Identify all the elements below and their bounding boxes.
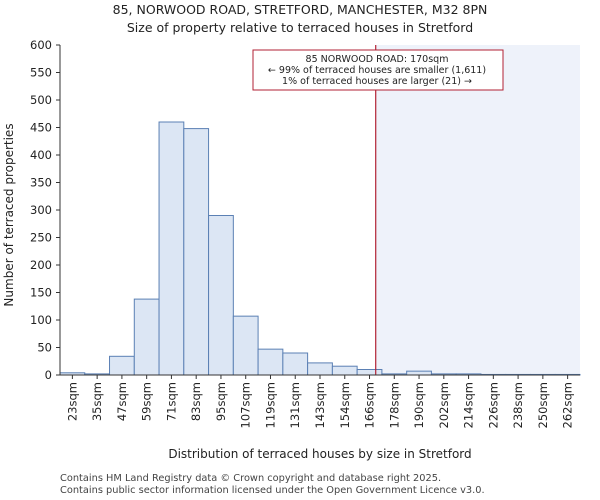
x-tick-label: 59sqm <box>140 382 154 421</box>
bar-143sqm <box>307 362 333 376</box>
annotation-line-2: ← 99% of terraced houses are smaller (1,… <box>268 65 486 76</box>
y-tick-label: 300 <box>30 203 52 217</box>
x-tick-label: 71sqm <box>164 382 178 421</box>
bar-190sqm <box>406 370 432 376</box>
y-tick-label: 550 <box>30 66 52 80</box>
x-tick-label: 131sqm <box>288 382 302 428</box>
footer-line-2: Contains public sector information licen… <box>60 485 485 496</box>
x-tick-label: 83sqm <box>189 382 203 421</box>
bar-166sqm <box>356 369 383 376</box>
bar-95sqm <box>208 215 234 376</box>
bar-154sqm <box>331 365 358 376</box>
x-tick-label: 166sqm <box>363 382 377 428</box>
y-tick-label: 350 <box>30 176 52 190</box>
annotation-line-3: 1% of terraced houses are larger (21) → <box>282 76 472 87</box>
x-tick-label: 226sqm <box>486 382 500 428</box>
bar-59sqm <box>133 298 160 376</box>
y-tick-label: 200 <box>30 258 52 272</box>
y-tick-label: 400 <box>30 148 52 162</box>
bar-119sqm <box>257 348 284 376</box>
x-tick-label: 250sqm <box>536 382 550 428</box>
x-tick-label: 35sqm <box>90 382 104 421</box>
bar-47sqm <box>109 355 135 376</box>
bar-131sqm <box>282 352 309 376</box>
footer-line-1: Contains HM Land Registry data © Crown c… <box>60 473 441 484</box>
x-axis-label: Distribution of terraced houses by size … <box>168 447 471 461</box>
x-tick-label: 143sqm <box>313 382 327 428</box>
y-axis-label: Number of terraced properties <box>2 123 16 306</box>
x-tick-label: 95sqm <box>214 382 228 421</box>
x-tick-label: 107sqm <box>239 382 253 428</box>
bar-71sqm <box>158 121 185 376</box>
x-tick-label: 47sqm <box>115 382 129 421</box>
larger-region-shade <box>375 45 580 375</box>
y-tick-label: 150 <box>30 286 52 300</box>
y-tick-label: 600 <box>30 38 52 52</box>
y-tick-label: 500 <box>30 93 52 107</box>
x-axis: 23sqm 35sqm 47sqm 59sqm 71sqm 83sqm 95sqm 107sq… <box>60 374 580 428</box>
bar-107sqm <box>232 315 259 376</box>
annotation-line-1: 85 NORWOOD ROAD: 170sqm <box>306 54 449 65</box>
chart-subtitle: Size of property relative to terraced ho… <box>127 20 473 35</box>
y-tick-label: 100 <box>30 313 52 327</box>
x-tick-label: 23sqm <box>65 382 79 421</box>
y-tick-label: 450 <box>30 121 52 135</box>
x-tick-label: 214sqm <box>462 382 476 428</box>
bar-83sqm <box>183 128 210 376</box>
x-tick-label: 238sqm <box>511 382 525 428</box>
y-tick-label: 50 <box>37 341 52 355</box>
x-tick-label: 119sqm <box>263 382 277 428</box>
x-tick-label: 262sqm <box>561 382 575 428</box>
chart-title: 85, NORWOOD ROAD, STRETFORD, MANCHESTER,… <box>113 2 488 17</box>
x-tick-label: 190sqm <box>412 382 426 428</box>
x-tick-label: 178sqm <box>387 382 401 428</box>
x-tick-label: 154sqm <box>338 382 352 428</box>
y-tick-label: 250 <box>30 231 52 245</box>
y-tick-label: 0 <box>45 368 52 382</box>
y-axis: 0 50 100 150 200 250 300 350 400 450 500 550 600 <box>30 38 61 382</box>
annotation-box <box>252 49 504 91</box>
x-tick-label: 202sqm <box>437 382 451 428</box>
